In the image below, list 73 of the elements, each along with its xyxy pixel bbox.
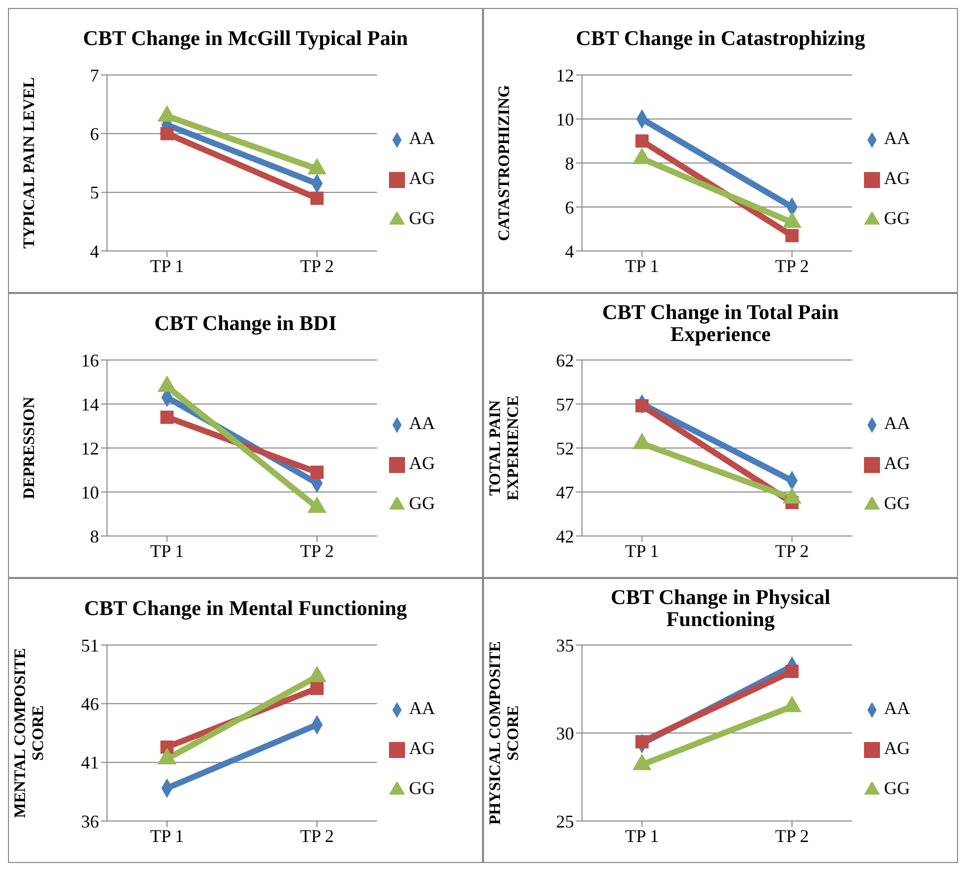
legend-label: AG — [409, 453, 435, 473]
legend-label: GG — [884, 208, 910, 228]
x-tick-label: TP 1 — [150, 826, 184, 846]
y-tick-label: 5 — [90, 182, 99, 203]
x-tick-label: TP 1 — [625, 256, 659, 276]
legend-label: AA — [884, 698, 910, 718]
y-tick-label: 7 — [90, 65, 99, 86]
y-axis-title: PHYSICAL COMPOSITE SCORE — [487, 641, 522, 825]
legend-label: AA — [409, 413, 435, 433]
x-tick-label: TP 1 — [150, 540, 184, 561]
y-tick-label: 8 — [90, 526, 99, 546]
chart-title: CBT Change in McGill Typical Pain — [82, 25, 409, 52]
chart-title: CBT Change in BDI — [153, 310, 338, 337]
y-tick-label: 10 — [81, 482, 99, 502]
point — [310, 682, 324, 696]
y-axis-title: TOTAL PAIN EXPERIENCE — [487, 396, 522, 500]
legend-label: AG — [409, 168, 435, 188]
x-tick-label: TP 1 — [625, 540, 659, 561]
legend-label: AA — [884, 413, 910, 433]
x-tick-label: TP 2 — [775, 826, 809, 846]
y-tick-label: 25 — [556, 811, 574, 832]
legend-label: GG — [884, 778, 910, 798]
y-tick-label: 47 — [556, 482, 574, 502]
x-tick-label: TP 1 — [625, 826, 659, 846]
x-tick-label: TP 2 — [300, 826, 334, 846]
legend-label: GG — [409, 208, 435, 228]
legend-label: AG — [409, 738, 435, 758]
y-tick-label: 30 — [556, 723, 574, 744]
legend-label: GG — [409, 493, 435, 513]
y-tick-label: 46 — [81, 694, 99, 714]
y-tick-label: 41 — [81, 752, 99, 773]
chart-title: CBT Change in Physical Functioning — [610, 584, 832, 633]
y-tick-label: 12 — [556, 65, 574, 86]
x-tick-label: TP 2 — [300, 540, 334, 561]
y-tick-label: 51 — [81, 635, 99, 656]
y-tick-label: 36 — [81, 811, 99, 832]
y-tick-label: 14 — [81, 394, 99, 414]
y-tick-label: 6 — [90, 124, 99, 144]
y-axis-title: CATASTROPHIZING — [496, 84, 513, 241]
legend-label: AA — [409, 698, 435, 718]
y-axis-title: TYPICAL PAIN LEVEL — [21, 77, 38, 249]
legend-label: AG — [884, 453, 910, 473]
y-tick-label: 57 — [556, 394, 574, 414]
legend-label: AA — [884, 128, 910, 148]
point — [785, 228, 799, 242]
point — [635, 134, 649, 148]
y-tick-label: 16 — [81, 350, 99, 370]
chart-title: CBT Change in Catastrophizing — [574, 25, 866, 52]
y-tick-label: 6 — [565, 197, 574, 218]
legend-label: AG — [884, 168, 910, 188]
chart-title: CBT Change in Total Pain Experience — [601, 299, 840, 348]
y-axis-title: MENTAL COMPOSITE SCORE — [12, 648, 47, 818]
chart-title: CBT Change in Mental Functioning — [83, 595, 408, 622]
point — [310, 192, 324, 205]
legend-label: AG — [884, 738, 910, 758]
y-tick-label: 12 — [81, 438, 99, 458]
y-tick-label: 42 — [556, 526, 574, 546]
legend-label: AA — [409, 128, 435, 148]
y-tick-label: 62 — [556, 350, 574, 370]
x-tick-label: TP 2 — [775, 540, 809, 561]
x-tick-label: TP 2 — [775, 256, 809, 276]
point — [160, 410, 174, 424]
y-tick-label: 35 — [556, 635, 574, 656]
legend-label: GG — [884, 493, 910, 513]
y-tick-label: 4 — [90, 241, 99, 262]
y-axis-title: DEPRESSION — [21, 396, 38, 500]
y-tick-label: 52 — [556, 438, 574, 458]
legend-label: GG — [409, 778, 435, 798]
y-tick-label: 10 — [556, 109, 574, 130]
y-tick-label: 8 — [565, 153, 574, 174]
x-tick-label: TP 2 — [300, 256, 334, 276]
y-tick-label: 4 — [565, 241, 574, 262]
x-tick-label: TP 1 — [150, 256, 184, 276]
